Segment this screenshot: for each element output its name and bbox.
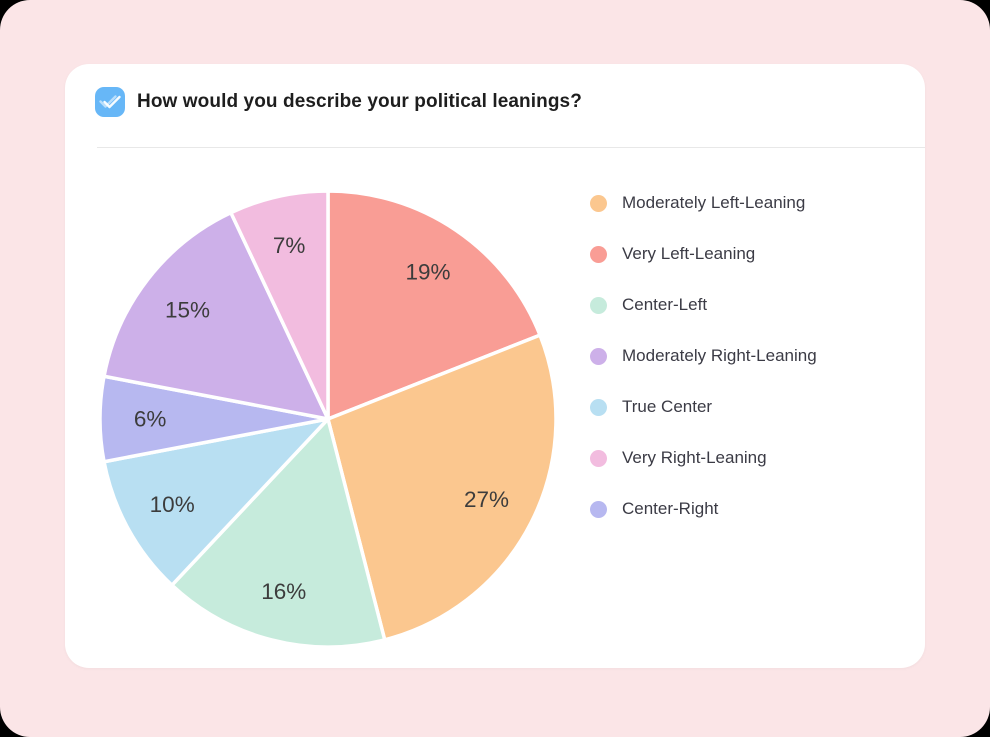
legend-label: Very Left-Leaning bbox=[622, 244, 756, 263]
legend-item-true-center[interactable]: True Center bbox=[590, 396, 817, 418]
slice-percent-label: 6% bbox=[134, 407, 167, 432]
legend-item-center-left[interactable]: Center-Left bbox=[590, 294, 817, 316]
legend-label: True Center bbox=[622, 397, 713, 416]
legend-dot bbox=[590, 245, 607, 263]
legend-item-moderately-left-leaning[interactable]: Moderately Left-Leaning bbox=[590, 192, 817, 214]
pie-slice-very-right-leaning[interactable] bbox=[229, 189, 330, 421]
legend-label: Center-Left bbox=[622, 295, 708, 314]
pie-slice-moderately-left-leaning[interactable] bbox=[326, 333, 558, 642]
legend-item-moderately-right-leaning[interactable]: Moderately Right-Leaning bbox=[590, 345, 817, 367]
slice-percent-label: 15% bbox=[165, 298, 210, 323]
legend-dot bbox=[590, 398, 607, 416]
legend-dot bbox=[590, 347, 607, 365]
slice-percent-label: 16% bbox=[261, 579, 306, 604]
double-check-icon bbox=[95, 87, 125, 117]
legend-label: Very Right-Leaning bbox=[622, 448, 767, 467]
legend-dot bbox=[590, 194, 607, 212]
slice-percent-label: 19% bbox=[405, 259, 450, 284]
legend-dot bbox=[590, 449, 607, 467]
legend-dot bbox=[590, 296, 607, 314]
card-header: How would you describe your political le… bbox=[95, 87, 895, 117]
legend-item-very-right-leaning[interactable]: Very Right-Leaning bbox=[590, 447, 817, 469]
question-title: How would you describe your political le… bbox=[137, 91, 582, 112]
pie-chart: 19% 27% 16% 10% 6% 15% 7% bbox=[98, 189, 558, 649]
pie-slice-center-left[interactable] bbox=[170, 417, 387, 649]
survey-result-card: How would you describe your political le… bbox=[65, 64, 925, 668]
slice-percent-label: 27% bbox=[464, 487, 509, 512]
slice-percent-label: 10% bbox=[150, 492, 195, 517]
pie-slice-very-left-leaning[interactable] bbox=[326, 189, 542, 421]
divider bbox=[97, 147, 925, 148]
pie-slice-true-center[interactable] bbox=[102, 417, 330, 587]
legend: Moderately Left-Leaning Very Left-Leaning… bbox=[590, 192, 817, 549]
legend-item-center-right[interactable]: Center-Right bbox=[590, 498, 817, 520]
legend-label: Moderately Right-Leaning bbox=[622, 346, 817, 365]
legend-dot bbox=[590, 500, 607, 518]
legend-label: Center-Right bbox=[622, 499, 719, 518]
legend-item-very-left-leaning[interactable]: Very Left-Leaning bbox=[590, 243, 817, 265]
legend-label: Moderately Left-Leaning bbox=[622, 193, 806, 212]
slice-percent-label: 7% bbox=[273, 233, 306, 258]
pie-slice-moderately-right-leaning[interactable] bbox=[102, 210, 330, 421]
